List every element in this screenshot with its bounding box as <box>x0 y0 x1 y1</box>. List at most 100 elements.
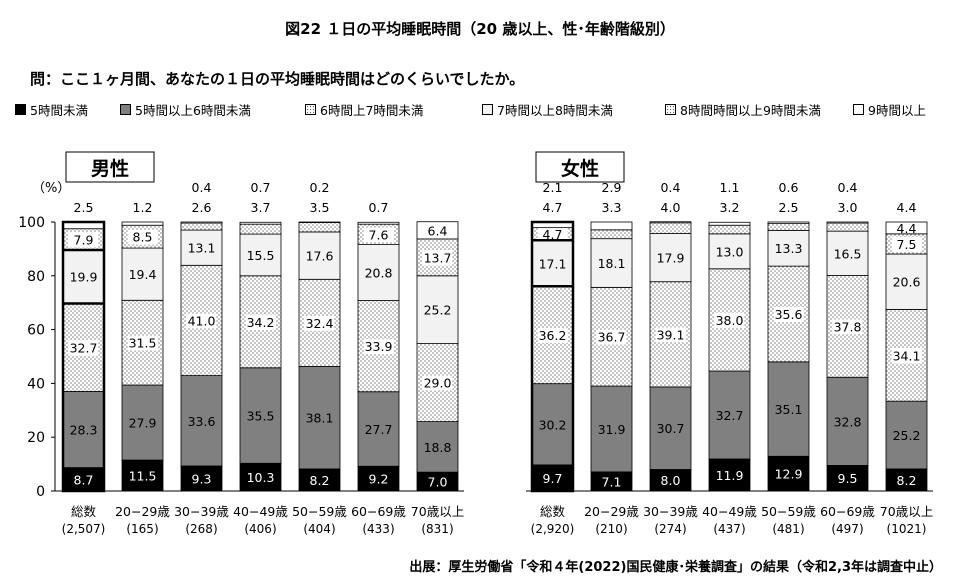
data-label: 30.7 <box>657 421 685 436</box>
data-label: 41.0 <box>188 313 216 328</box>
data-label: 16.5 <box>834 246 862 261</box>
top-data-label: 4.7 <box>543 200 563 215</box>
data-label: 8.2 <box>897 473 917 488</box>
legend-label: 9時間以上 <box>868 103 926 118</box>
top-data-label: 2.9 <box>602 180 622 195</box>
data-label: 27.9 <box>129 416 157 431</box>
bar-segment <box>590 229 633 240</box>
bar-segment <box>180 465 223 492</box>
category-n-label: (437) <box>713 522 745 536</box>
category-label: 60−69歳 <box>351 504 406 519</box>
bar-segment <box>826 222 869 232</box>
category-label: 50−59歳 <box>761 504 816 519</box>
category-label: 70歳以上 <box>411 504 464 519</box>
data-label: 19.9 <box>70 270 98 285</box>
data-label: 34.1 <box>893 348 921 363</box>
category-label: 30−39歳 <box>643 504 698 519</box>
top-data-label: 3.0 <box>838 200 858 215</box>
bar-segment <box>767 221 810 225</box>
top-data-label: 2.5 <box>779 200 799 215</box>
source-note: 出展：厚生労働省「令和４年(2022)国民健康･栄養調査」の結果（令和2,3年は… <box>409 560 942 575</box>
legend-item-7to8: 7時間以上8時間未満 <box>482 100 613 119</box>
data-label: 17.1 <box>539 256 567 271</box>
bar-segment <box>708 233 751 270</box>
bar-segment <box>357 465 400 492</box>
panel-label: 男性 <box>91 157 129 180</box>
bar-segment <box>180 375 223 467</box>
category-n-label: (274) <box>654 522 686 536</box>
top-data-label: 0.6 <box>779 180 799 195</box>
data-label: 15.5 <box>247 248 275 263</box>
y-tick-label: 40 <box>27 376 45 392</box>
data-label: 33.6 <box>188 414 216 429</box>
legend-item-8to9: 8時間時間以上9時間未満 <box>665 100 821 119</box>
bar-segment <box>239 223 282 235</box>
data-label: 29.0 <box>424 376 452 391</box>
data-label: 9.2 <box>369 472 389 487</box>
data-label: 18.1 <box>598 256 626 271</box>
legend-label: 6時間上7時間未満 <box>320 103 424 118</box>
bar-segment <box>298 366 341 470</box>
data-label: 37.8 <box>834 319 862 334</box>
data-label: 13.3 <box>775 241 803 256</box>
data-label: 31.5 <box>129 336 157 351</box>
category-n-label: (406) <box>244 522 276 536</box>
legend-item-5to6: 5時間以上6時間未満 <box>120 100 251 119</box>
category-n-label: (1021) <box>887 522 927 536</box>
data-label-bg <box>537 327 568 343</box>
category-label: 20−29歳 <box>584 504 639 519</box>
top-data-label: 0.4 <box>661 180 681 195</box>
bar-segment <box>62 391 105 468</box>
panel-label-box <box>535 151 625 183</box>
data-label: 13.1 <box>188 241 216 256</box>
data-label-bg <box>773 306 804 322</box>
bar-segment <box>239 221 282 225</box>
data-label-bg <box>655 327 686 343</box>
data-label: 35.5 <box>247 409 275 424</box>
category-n-label: (497) <box>831 522 863 536</box>
top-data-label: 0.7 <box>251 180 271 195</box>
data-label: 36.7 <box>598 330 626 345</box>
category-n-label: (165) <box>126 522 158 536</box>
y-tick-label: 100 <box>18 215 45 231</box>
top-data-label: 0.7 <box>369 200 389 215</box>
top-data-label: 3.7 <box>251 200 271 215</box>
data-label: 18.8 <box>424 440 452 455</box>
category-label: 30−39歳 <box>174 504 229 519</box>
data-label: 10.3 <box>247 470 275 485</box>
bar-segment <box>180 221 223 224</box>
legend-swatch-lt5 <box>15 104 26 115</box>
category-label: 70歳以上 <box>880 504 933 519</box>
data-label: 38.0 <box>716 313 744 328</box>
category-label: 総数 <box>71 504 97 519</box>
data-label: 25.2 <box>893 428 921 443</box>
legend-swatch-ge9 <box>853 104 864 115</box>
chart-title: 図22 １日の平均睡眠時間（20 歳以上、性･年齢階級別） <box>285 20 675 38</box>
category-label: 60−69歳 <box>820 504 875 519</box>
top-data-label: 3.5 <box>310 200 330 215</box>
data-label-bg <box>127 229 158 245</box>
data-label: 7.0 <box>428 475 448 490</box>
bar-segment <box>416 275 459 344</box>
bar-segment <box>826 230 869 276</box>
data-label: 8.7 <box>74 472 94 487</box>
y-axis-label: （%） <box>32 181 70 196</box>
category-n-label: (831) <box>421 522 453 536</box>
panel-label: 女性 <box>561 157 599 180</box>
data-label: 9.7 <box>543 471 563 486</box>
bar-segment <box>590 238 633 288</box>
legend-label: 8時間時間以上9時間未満 <box>680 103 821 118</box>
bar-segment <box>649 386 692 470</box>
data-label: 19.4 <box>129 267 157 282</box>
total-bar-outline <box>530 220 575 493</box>
data-label: 34.2 <box>247 315 275 330</box>
data-label: 9.5 <box>838 471 858 486</box>
bar-segment <box>708 221 751 226</box>
data-label-bg <box>304 315 335 331</box>
category-n-label: (433) <box>362 522 394 536</box>
data-label-bg <box>127 335 158 351</box>
data-label: 38.1 <box>306 411 334 426</box>
data-label: 7.5 <box>897 237 917 252</box>
data-label-bg <box>714 312 745 328</box>
